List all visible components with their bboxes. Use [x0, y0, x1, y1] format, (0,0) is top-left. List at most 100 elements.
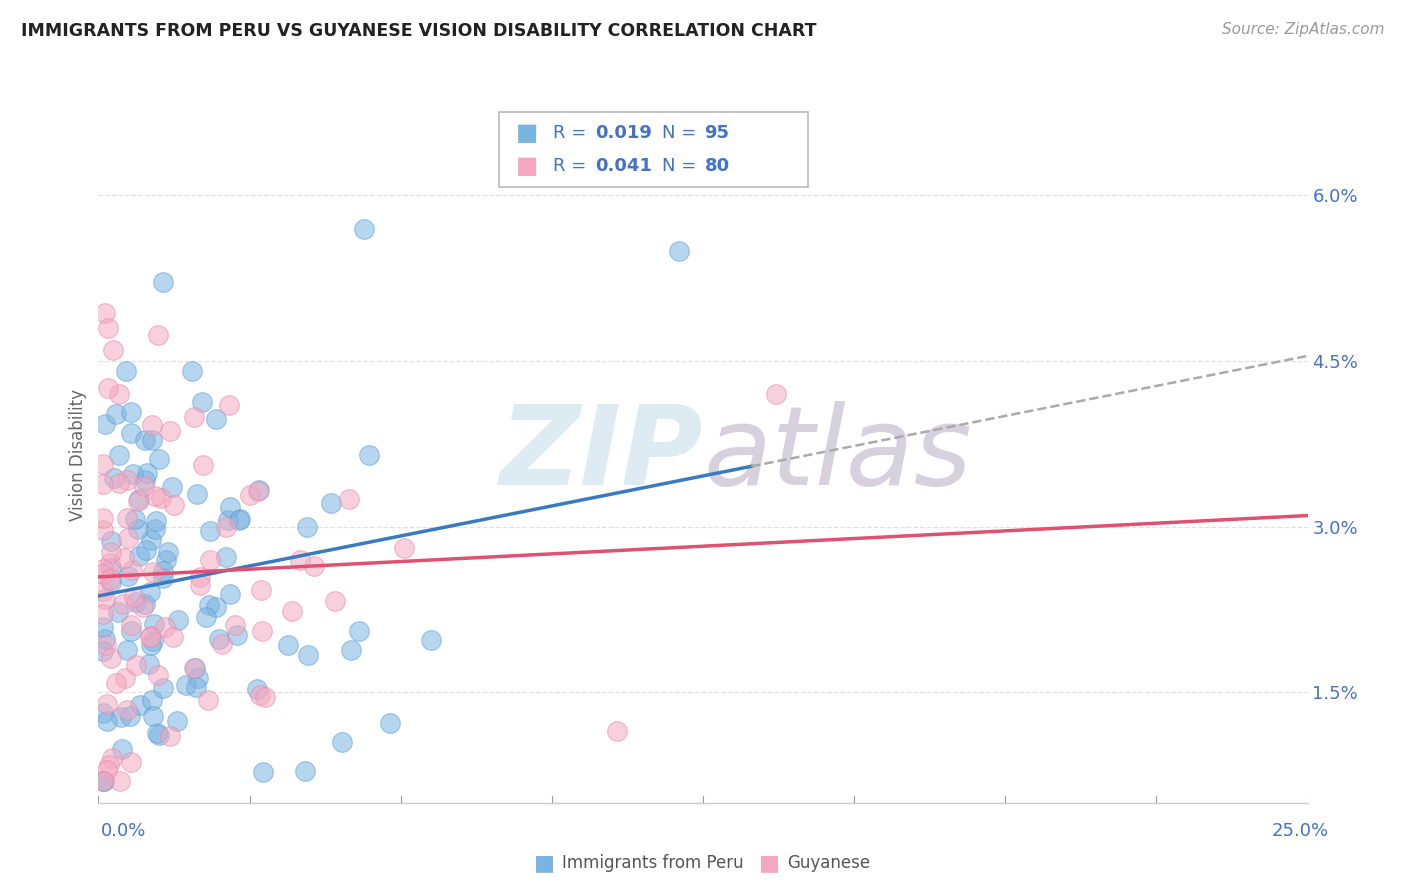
Point — [100, 545, 122, 559]
Point — [349, 624, 371, 639]
Point — [188, 569, 211, 583]
Point — [765, 387, 787, 401]
Point — [111, 742, 134, 756]
Text: atlas: atlas — [703, 401, 972, 508]
Point — [224, 618, 246, 632]
Point — [100, 575, 122, 590]
Point — [120, 425, 142, 440]
Point — [246, 682, 269, 697]
Point — [98, 556, 121, 570]
Point — [166, 714, 188, 729]
Point — [128, 491, 150, 506]
Point — [153, 619, 176, 633]
Point — [186, 680, 208, 694]
Point — [120, 624, 142, 638]
Point — [94, 638, 117, 652]
Point — [159, 424, 181, 438]
Point — [141, 433, 163, 447]
Point — [195, 610, 218, 624]
Point — [205, 412, 228, 426]
Point — [141, 692, 163, 706]
Point — [380, 715, 402, 730]
Point — [217, 513, 239, 527]
Point — [162, 479, 184, 493]
Point — [290, 552, 312, 566]
Point — [294, 764, 316, 779]
Point — [162, 630, 184, 644]
Text: Immigrants from Peru: Immigrants from Peru — [562, 855, 744, 872]
Point — [91, 510, 114, 524]
Text: N =: N = — [662, 157, 702, 175]
Point — [226, 628, 249, 642]
Point — [139, 629, 162, 643]
Point — [152, 564, 174, 578]
Point — [198, 598, 221, 612]
Point — [250, 582, 273, 597]
Point — [215, 519, 238, 533]
Point — [141, 418, 163, 433]
Point — [91, 706, 114, 720]
Point — [108, 476, 131, 491]
Point — [115, 643, 138, 657]
Point — [127, 522, 149, 536]
Point — [247, 483, 270, 498]
Point — [104, 676, 127, 690]
Point — [103, 471, 125, 485]
Point — [96, 698, 118, 712]
Point — [297, 648, 319, 662]
Point — [218, 500, 240, 514]
Point — [163, 498, 186, 512]
Point — [134, 598, 156, 612]
Y-axis label: Vision Disability: Vision Disability — [69, 389, 87, 521]
Text: 0.019: 0.019 — [595, 124, 651, 142]
Point — [148, 452, 170, 467]
Point — [124, 512, 146, 526]
Point — [128, 549, 150, 563]
Point — [100, 651, 122, 665]
Point — [167, 614, 190, 628]
Point — [155, 553, 177, 567]
Point — [100, 533, 122, 548]
Point — [96, 764, 118, 778]
Point — [107, 605, 129, 619]
Point — [183, 410, 205, 425]
Point — [337, 492, 360, 507]
Point — [117, 510, 139, 524]
Point — [200, 524, 222, 539]
Point — [187, 671, 209, 685]
Point — [183, 661, 205, 675]
Point — [191, 394, 214, 409]
Text: R =: R = — [553, 124, 592, 142]
Point — [94, 591, 117, 606]
Text: ■: ■ — [759, 854, 780, 873]
Point — [197, 693, 219, 707]
Point — [254, 690, 277, 705]
Point — [668, 244, 690, 258]
Point — [142, 566, 165, 580]
Point — [188, 578, 211, 592]
Point — [91, 562, 114, 576]
Point — [139, 533, 162, 548]
Point — [91, 566, 114, 581]
Point — [180, 364, 202, 378]
Point — [152, 681, 174, 695]
Point — [142, 633, 165, 648]
Text: Source: ZipAtlas.com: Source: ZipAtlas.com — [1222, 22, 1385, 37]
Point — [134, 433, 156, 447]
Point — [93, 773, 115, 788]
Point — [120, 405, 142, 419]
Point — [91, 457, 114, 471]
Text: IMMIGRANTS FROM PERU VS GUYANESE VISION DISABILITY CORRELATION CHART: IMMIGRANTS FROM PERU VS GUYANESE VISION … — [21, 22, 817, 40]
Point — [419, 632, 441, 647]
Point — [211, 637, 233, 651]
Point — [277, 638, 299, 652]
Point — [174, 678, 197, 692]
Point — [91, 523, 114, 537]
Point — [208, 632, 231, 646]
Point — [330, 734, 353, 748]
Point — [198, 553, 221, 567]
Point — [219, 587, 242, 601]
Point — [127, 494, 149, 508]
Point — [117, 702, 139, 716]
Point — [143, 489, 166, 503]
